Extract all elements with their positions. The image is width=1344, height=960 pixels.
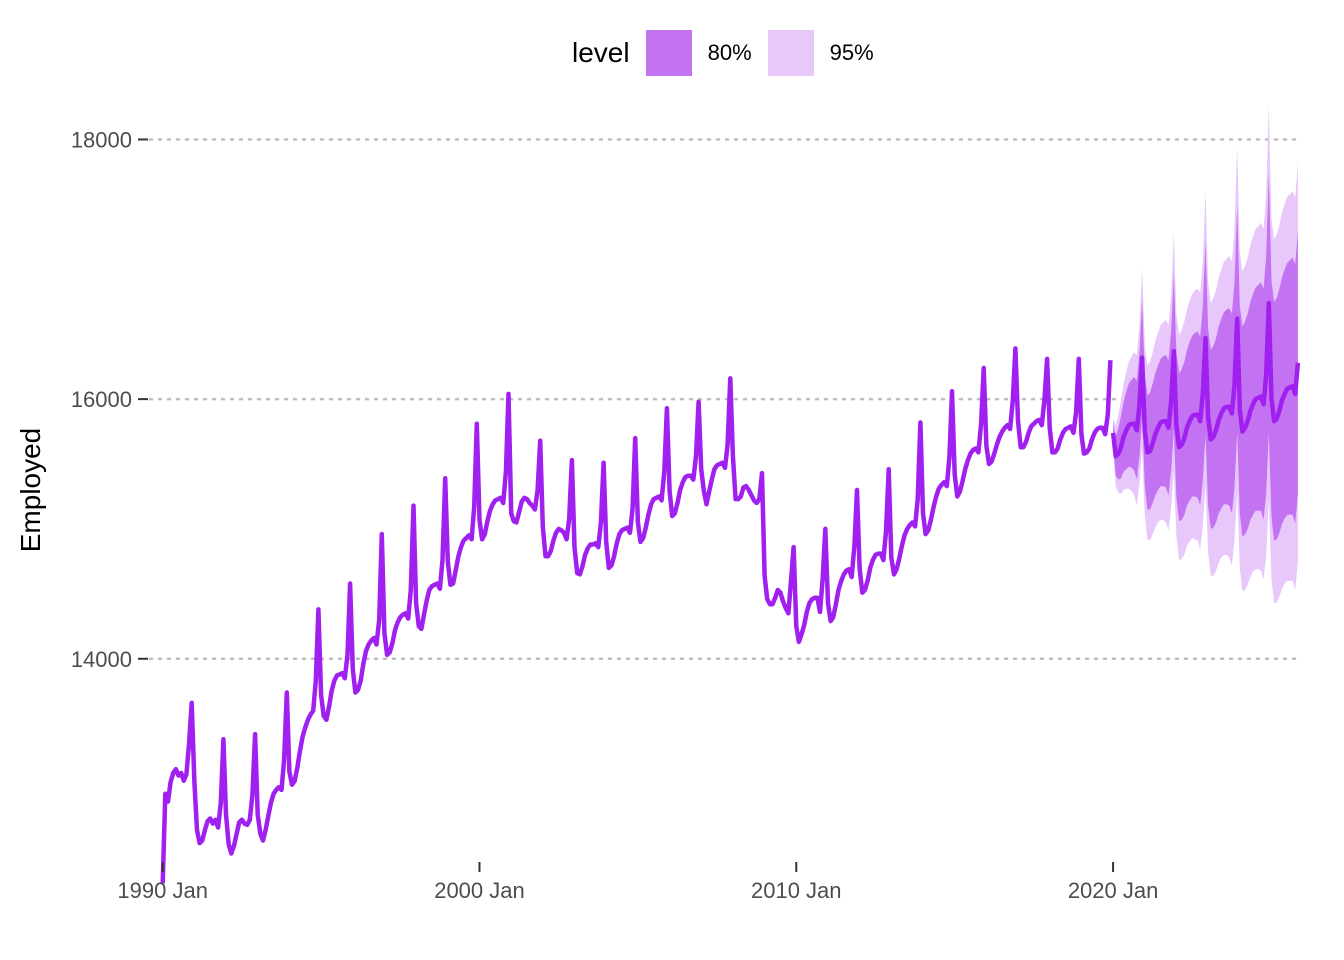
gridlines [148,138,1302,661]
legend-label-95: 95% [829,40,874,65]
x-tick-label: 2010 Jan [751,878,842,903]
legend-title: level [572,37,630,68]
axes: 14000 16000 18000 1990 Jan 2000 Jan 2010 Jan 2… [71,127,1159,903]
x-tick-label: 1990 Jan [117,878,208,903]
legend-label-80: 80% [707,40,752,65]
legend-key-95 [767,30,814,76]
x-tick-label: 2020 Jan [1068,878,1159,903]
y-axis-label: Employed [15,428,46,553]
y-tick-label: 14000 [71,647,132,672]
history-line [160,346,1113,884]
x-tick-label: 2000 Jan [434,878,525,903]
y-tick-label: 18000 [71,127,132,152]
legend-key-80 [645,30,692,76]
forecast-line [1110,300,1301,459]
y-tick-label: 16000 [71,387,132,412]
series-lines [160,300,1301,884]
legend: level 80% 95% [572,30,890,76]
